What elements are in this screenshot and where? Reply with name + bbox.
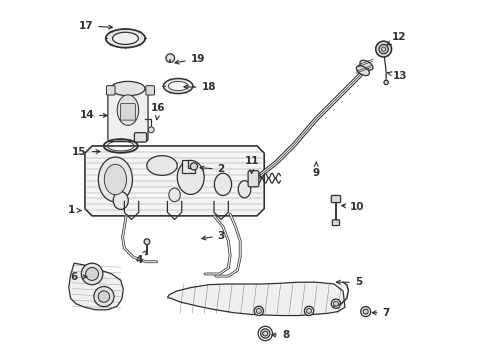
Ellipse shape — [177, 160, 203, 194]
FancyBboxPatch shape — [330, 195, 340, 203]
Text: 12: 12 — [386, 32, 405, 45]
Polygon shape — [167, 282, 344, 316]
Circle shape — [148, 127, 154, 133]
Circle shape — [254, 306, 263, 316]
Circle shape — [363, 309, 367, 314]
FancyBboxPatch shape — [145, 86, 154, 95]
Circle shape — [165, 54, 174, 62]
Text: 10: 10 — [341, 202, 364, 212]
Ellipse shape — [168, 188, 180, 202]
Text: 11: 11 — [244, 156, 258, 174]
Ellipse shape — [356, 66, 368, 76]
Circle shape — [85, 267, 99, 280]
Ellipse shape — [113, 192, 128, 210]
Text: 15: 15 — [72, 147, 100, 157]
Circle shape — [360, 307, 370, 317]
Circle shape — [256, 309, 261, 314]
Ellipse shape — [112, 32, 138, 44]
Text: 8: 8 — [271, 330, 289, 340]
Ellipse shape — [238, 181, 250, 198]
Ellipse shape — [214, 173, 231, 195]
Circle shape — [383, 80, 387, 85]
Polygon shape — [69, 263, 123, 310]
Text: 9: 9 — [312, 162, 319, 178]
Ellipse shape — [117, 95, 139, 125]
Circle shape — [98, 291, 109, 302]
Circle shape — [375, 41, 391, 57]
Circle shape — [262, 331, 267, 336]
Circle shape — [94, 287, 114, 307]
Ellipse shape — [146, 156, 177, 175]
Ellipse shape — [111, 81, 144, 96]
Text: 1: 1 — [68, 206, 81, 216]
Circle shape — [330, 299, 340, 309]
FancyBboxPatch shape — [247, 171, 258, 187]
Text: 7: 7 — [371, 308, 389, 318]
Circle shape — [381, 47, 385, 51]
Text: 3: 3 — [202, 231, 224, 240]
Ellipse shape — [98, 157, 132, 202]
Text: 13: 13 — [386, 71, 407, 81]
FancyBboxPatch shape — [108, 89, 148, 141]
FancyBboxPatch shape — [134, 133, 146, 142]
Text: 5: 5 — [336, 277, 362, 287]
Circle shape — [260, 329, 269, 338]
Polygon shape — [182, 160, 195, 173]
Circle shape — [190, 163, 197, 170]
Ellipse shape — [104, 164, 126, 195]
Polygon shape — [85, 146, 264, 216]
Circle shape — [306, 309, 311, 314]
Circle shape — [304, 306, 313, 316]
Circle shape — [144, 239, 149, 244]
Circle shape — [333, 301, 338, 306]
Text: 6: 6 — [70, 272, 87, 282]
Ellipse shape — [168, 81, 187, 91]
Text: 2: 2 — [200, 164, 224, 174]
Circle shape — [378, 44, 387, 54]
Text: 18: 18 — [183, 82, 215, 93]
Ellipse shape — [359, 60, 372, 70]
FancyBboxPatch shape — [332, 220, 339, 226]
Text: 17: 17 — [79, 21, 112, 31]
Text: 14: 14 — [79, 111, 107, 121]
Text: 16: 16 — [151, 103, 165, 120]
FancyBboxPatch shape — [106, 86, 115, 95]
Ellipse shape — [163, 78, 192, 94]
Text: 19: 19 — [175, 54, 204, 64]
FancyBboxPatch shape — [120, 104, 135, 120]
Ellipse shape — [105, 29, 145, 48]
Circle shape — [81, 263, 102, 285]
Text: 4: 4 — [135, 251, 147, 265]
